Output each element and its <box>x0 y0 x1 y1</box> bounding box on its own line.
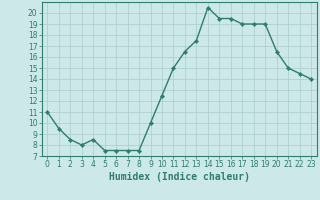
X-axis label: Humidex (Indice chaleur): Humidex (Indice chaleur) <box>109 172 250 182</box>
